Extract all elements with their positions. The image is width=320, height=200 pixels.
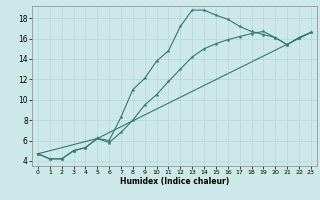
X-axis label: Humidex (Indice chaleur): Humidex (Indice chaleur) bbox=[120, 177, 229, 186]
